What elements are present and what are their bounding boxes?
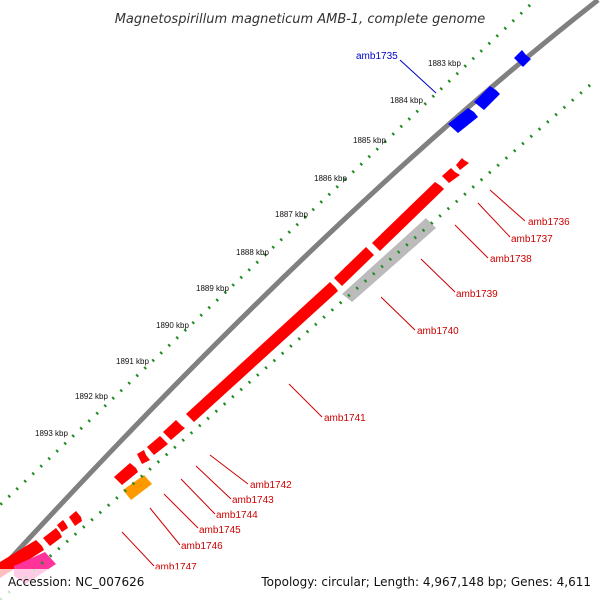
gene-track — [0, 50, 531, 584]
gene-arrow-amb1748 — [0, 540, 44, 578]
leader-line-amb1741 — [288, 383, 323, 418]
gene-arrow-amb1747a — [69, 511, 82, 526]
gene-label-amb1743: amb1743 — [232, 495, 274, 506]
gene-arrow-amb1742 — [163, 420, 185, 440]
outer-dotted-track — [0, 3, 532, 507]
footer-background — [0, 569, 600, 600]
leader-line-amb1743 — [195, 465, 232, 500]
leader-line-amb1747 — [121, 531, 155, 567]
leader-line-amb1737 — [477, 202, 511, 238]
gene-arrow-amb1737 — [442, 168, 460, 183]
leader-line-amb1746 — [149, 507, 181, 546]
gene-label-amb1737: amb1737 — [511, 234, 553, 245]
leader-line-amb1744 — [180, 478, 216, 515]
diagram-title: Magnetospirillum magneticum AMB-1, compl… — [115, 12, 486, 27]
gene-arrow-amb1745 — [114, 463, 138, 485]
gene-label-amb1741: amb1741 — [324, 413, 366, 424]
gene-arrow-amb1741 — [186, 282, 338, 422]
tick-label: 1885 kbp — [353, 136, 386, 145]
leader-line-amb1735 — [399, 59, 437, 94]
gene-label-amb1740: amb1740 — [417, 326, 459, 337]
gene-label-amb1744: amb1744 — [216, 510, 258, 521]
gene-arrow-blue-1 — [474, 86, 500, 110]
topology-text: Topology: circular; Length: 4,967,148 bp… — [260, 575, 591, 589]
gene-arrow-amb1738 — [372, 182, 444, 251]
tick-label: 1889 kbp — [196, 284, 229, 293]
gene-label-amb1736: amb1736 — [528, 217, 570, 228]
tick-label: 1888 kbp — [236, 248, 269, 257]
gene-label-amb1735: amb1735 — [356, 51, 398, 62]
gene-arrow-amb1747b — [57, 520, 68, 532]
leader-line-amb1742 — [209, 454, 249, 485]
genome-backbone — [0, 0, 600, 572]
gene-arrow-amb1744 — [137, 450, 150, 464]
kbp-ticks: 1883 kbp 1884 kbp 1885 kbp 1886 kbp 1887… — [35, 59, 461, 438]
gene-label-amb1738: amb1738 — [490, 254, 532, 265]
tick-label: 1884 kbp — [390, 96, 423, 105]
tick-label: 1893 kbp — [35, 429, 68, 438]
gene-label-amb1742: amb1742 — [250, 480, 292, 491]
gene-label-amb1746: amb1746 — [181, 541, 223, 552]
accession-text: Accession: NC_007626 — [8, 575, 144, 589]
tick-label: 1891 kbp — [116, 357, 149, 366]
tick-label: 1892 kbp — [75, 392, 108, 401]
gene-label-amb1739: amb1739 — [456, 289, 498, 300]
gene-labels: amb1735 amb1736 amb1737 amb1738 amb1739 … — [155, 51, 570, 573]
gene-label-amb1745: amb1745 — [199, 525, 241, 536]
leader-lines — [121, 59, 526, 567]
gene-arrow-amb1747c — [43, 528, 62, 546]
tick-label: 1886 kbp — [314, 174, 347, 183]
tick-label: 1883 kbp — [428, 59, 461, 68]
tick-label: 1890 kbp — [156, 321, 189, 330]
gene-arrow-amb1743 — [147, 436, 168, 455]
leader-line-amb1736 — [489, 189, 526, 222]
leader-line-amb1738 — [454, 224, 489, 259]
gene-arrow-orange — [123, 475, 152, 500]
gene-arrow-amb1735 — [514, 50, 531, 67]
gene-arrow-amb1736 — [456, 158, 469, 170]
leader-line-amb1740 — [380, 296, 416, 331]
gene-arrow-amb1740 — [334, 247, 374, 286]
leader-line-amb1739 — [420, 258, 456, 293]
tick-label: 1887 kbp — [275, 210, 308, 219]
inner-dotted-track — [0, 83, 591, 600]
leader-line-amb1745 — [163, 493, 199, 529]
gene-label-amb1747: amb1747 — [155, 562, 197, 573]
gene-arrow-blue-2 — [448, 108, 478, 133]
